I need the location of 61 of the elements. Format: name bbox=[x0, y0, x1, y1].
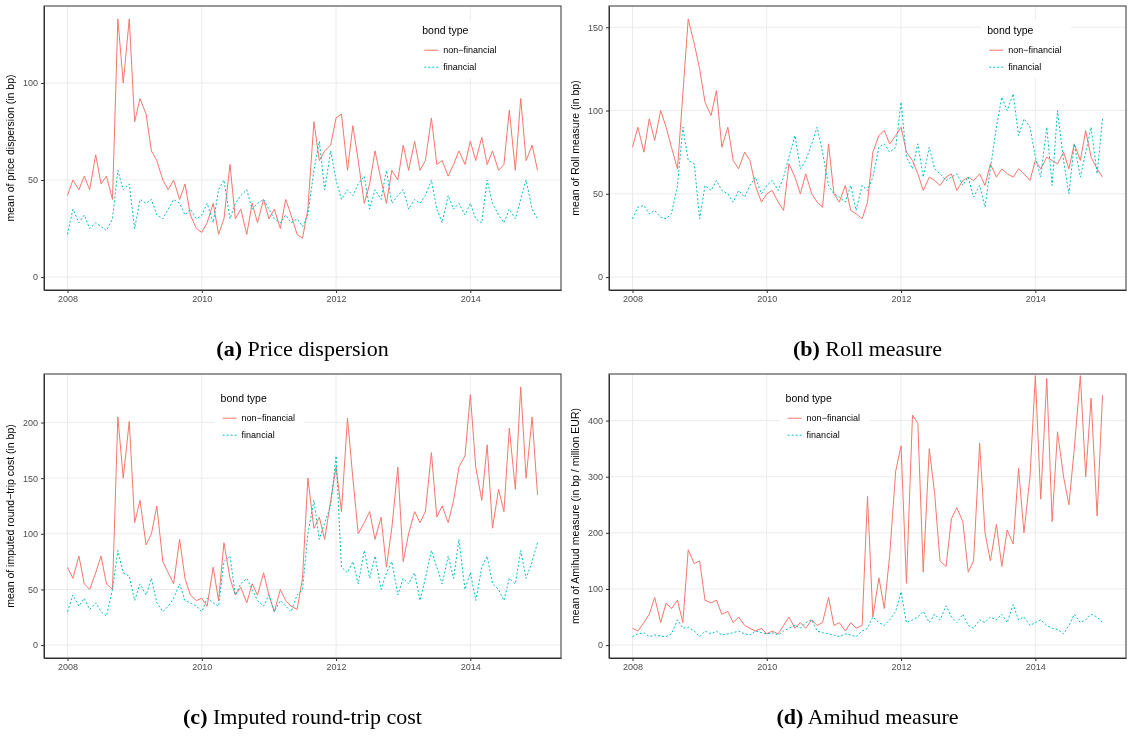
legend-label: non−financial bbox=[241, 413, 295, 424]
y-tick-label: 100 bbox=[22, 78, 38, 89]
text: (a) Price dispersion bbox=[216, 336, 389, 361]
x-tick-label: 2010 bbox=[757, 662, 778, 673]
x-tick-label: 2008 bbox=[57, 294, 79, 305]
legend-label: non−financial bbox=[806, 413, 860, 424]
legend-title: bond type bbox=[220, 392, 267, 405]
y-tick-label: 0 bbox=[32, 272, 38, 283]
y-tick-label: 150 bbox=[587, 22, 603, 33]
line-series bbox=[632, 591, 1103, 638]
line-series bbox=[67, 455, 538, 617]
y-tick-label: 400 bbox=[587, 415, 603, 426]
x-tick-label: 2014 bbox=[460, 294, 481, 305]
x-tick-label: 2014 bbox=[1025, 294, 1046, 305]
line-series bbox=[67, 18, 538, 239]
y-tick-label: 0 bbox=[597, 272, 603, 283]
legend-label: non−financial bbox=[443, 45, 497, 56]
x-tick-label: 2008 bbox=[622, 294, 644, 305]
text: (b) Roll measure bbox=[792, 336, 943, 361]
text: (c) Imputed round-trip cost bbox=[183, 704, 422, 729]
text: (d) Amihud measure bbox=[776, 704, 959, 729]
line-series bbox=[67, 140, 538, 235]
y-tick-label: 100 bbox=[587, 584, 603, 595]
x-tick-label: 2012 bbox=[891, 294, 912, 305]
legend-label: financial bbox=[443, 62, 477, 73]
y-tick-label: 300 bbox=[587, 472, 603, 483]
y-axis-title: mean of imputed round−trip cost (in bp) bbox=[4, 424, 16, 608]
y-axis-title: mean of Roll measure (in bp) bbox=[569, 80, 581, 216]
y-tick-label: 100 bbox=[587, 105, 603, 116]
x-tick-label: 2012 bbox=[326, 294, 347, 305]
legend-title: bond type bbox=[422, 24, 469, 37]
y-axis-title: mean of Amihud measure (in bp / million EUR) bbox=[569, 408, 581, 624]
legend-title: bond type bbox=[987, 24, 1034, 37]
y-tick-label: 50 bbox=[27, 584, 38, 595]
x-tick-label: 2014 bbox=[460, 662, 481, 673]
y-tick-label: 100 bbox=[22, 529, 38, 540]
line-series bbox=[632, 93, 1103, 220]
line-series bbox=[67, 386, 538, 613]
legend-label: financial bbox=[806, 430, 840, 441]
y-tick-label: 0 bbox=[32, 640, 38, 651]
x-tick-label: 2008 bbox=[622, 662, 644, 673]
y-tick-label: 50 bbox=[27, 175, 38, 186]
x-tick-label: 2014 bbox=[1025, 662, 1046, 673]
x-tick-label: 2012 bbox=[891, 662, 912, 673]
y-tick-label: 50 bbox=[592, 189, 603, 200]
x-tick-label: 2010 bbox=[757, 294, 778, 305]
x-tick-label: 2010 bbox=[192, 294, 213, 305]
x-tick-label: 2012 bbox=[326, 662, 347, 673]
y-tick-label: 0 bbox=[597, 640, 603, 651]
x-tick-label: 2010 bbox=[192, 662, 213, 673]
y-tick-label: 200 bbox=[22, 417, 38, 428]
legend-label: financial bbox=[1008, 62, 1042, 73]
legend-label: financial bbox=[241, 430, 275, 441]
legend-label: non−financial bbox=[1008, 45, 1062, 56]
y-axis-title: mean of price dispersion (in bp) bbox=[4, 74, 16, 222]
x-tick-label: 2008 bbox=[57, 662, 79, 673]
line-series bbox=[632, 18, 1103, 220]
y-tick-label: 150 bbox=[22, 473, 38, 484]
line-series bbox=[632, 375, 1103, 635]
y-tick-label: 200 bbox=[587, 528, 603, 539]
legend-title: bond type bbox=[785, 392, 832, 405]
